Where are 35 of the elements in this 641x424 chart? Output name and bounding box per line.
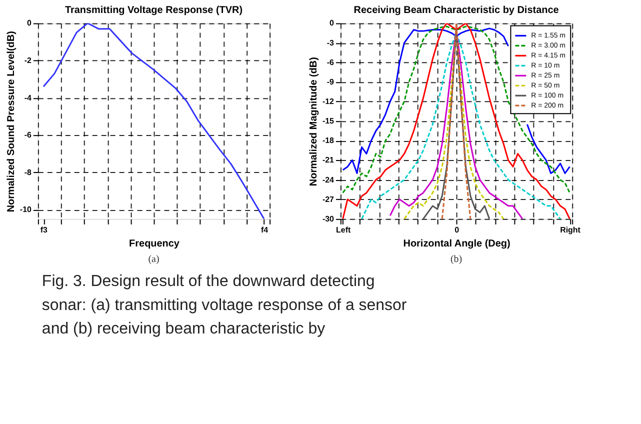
y-tick-label: 0 bbox=[330, 18, 335, 28]
line-series bbox=[441, 23, 472, 219]
y-tick-label: 0 bbox=[27, 18, 32, 28]
x-tick-label: f3 bbox=[40, 225, 48, 234]
y-tick-label: -6 bbox=[24, 130, 32, 140]
y-axis-title: Normalized Sound Pressure Level(dB) bbox=[6, 31, 17, 212]
line-series bbox=[360, 32, 562, 219]
y-tick-label: -4 bbox=[24, 93, 32, 102]
x-axis-title: Horizontal Angle (Deg) bbox=[403, 238, 510, 250]
line-series bbox=[422, 29, 490, 219]
y-tick-label: -9 bbox=[326, 77, 335, 86]
y-tick-label: -6 bbox=[326, 58, 335, 67]
caption: Fig. 3. Design result of the downward detecting sonar: (a) transmitting voltage response of a sensor and (b) receiving beam characteristic by bbox=[42, 272, 408, 338]
y-tick-label: -24 bbox=[322, 175, 335, 184]
y-tick-label: -12 bbox=[322, 97, 335, 106]
y-tick-label: -27 bbox=[322, 194, 335, 204]
y-tick-label: -10 bbox=[20, 205, 32, 214]
x-tick-label: f4 bbox=[261, 225, 269, 234]
y-tick-label: -15 bbox=[322, 116, 335, 126]
text: (b) bbox=[450, 254, 462, 265]
chart-title: Receiving Beam Characteristic by Distance bbox=[354, 5, 560, 16]
x-tick-label: Left bbox=[336, 225, 351, 234]
x-tick-label: 0 bbox=[454, 225, 460, 234]
y-tick-label: -21 bbox=[322, 156, 335, 165]
chart-title: Transmitting Voltage Response (TVR) bbox=[64, 5, 243, 16]
x-axis-title: Frequency bbox=[129, 238, 180, 250]
y-tick-label: -8 bbox=[24, 168, 32, 177]
y-tick-label: -30 bbox=[322, 214, 335, 224]
y-tick-label: -18 bbox=[322, 136, 335, 146]
text: (a) bbox=[148, 254, 160, 265]
line-series bbox=[42, 23, 265, 219]
y-tick-label: -3 bbox=[326, 38, 335, 48]
x-tick-label: Right bbox=[560, 225, 581, 234]
y-tick-label: -2 bbox=[24, 56, 32, 66]
y-axis-title: Normalized Magnitude (dB) bbox=[308, 57, 320, 186]
